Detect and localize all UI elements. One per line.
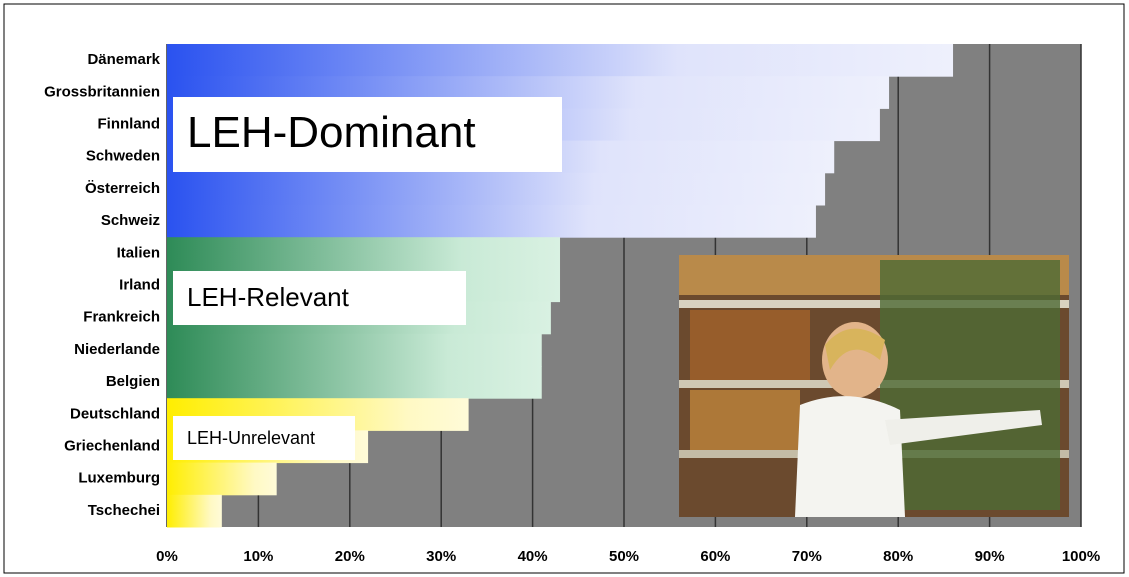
group-label-box [173,97,562,172]
y-tick-label: Belgien [106,373,160,390]
photo [679,255,1069,517]
x-tick-label: 0% [156,548,178,565]
x-tick-label: 10% [243,548,273,565]
y-tick-label: Tschechei [88,502,160,519]
bar [167,333,542,367]
y-tick-label: Schweden [86,148,160,165]
bar [167,237,561,270]
x-tick-label: 80% [883,548,913,565]
x-tick-label: 30% [426,548,456,565]
y-tick-label: Schweiz [101,212,160,229]
bar [167,172,826,206]
x-tick-label: 20% [335,548,365,565]
x-tick-label: 90% [975,548,1005,565]
bar [167,205,816,238]
x-tick-label: 70% [792,548,822,565]
y-tick-label: Finnland [98,115,161,132]
y-tick-label: Italien [117,244,160,261]
group-label-box [173,271,466,325]
y-tick-label: Österreich [85,180,160,197]
y-tick-label: Griechenland [64,437,160,454]
x-tick-label: 50% [609,548,639,565]
group-label: LEH-Unrelevant [187,428,315,448]
frame [3,3,1125,574]
x-tick-label: 60% [700,548,730,565]
bar [167,44,954,77]
group-label-box [173,416,355,460]
y-tick-label: Dänemark [87,51,160,68]
x-tick-label: 40% [518,548,548,565]
group-label: LEH-Relevant [187,282,350,312]
x-tick-label: 100% [1062,548,1100,565]
group-label: LEH-Dominant [187,108,476,157]
y-tick-label: Irland [119,276,160,293]
bar [167,494,222,528]
bar [167,366,542,399]
y-tick-label: Luxemburg [78,470,160,487]
bar [167,462,277,496]
y-tick-label: Niederlande [74,341,160,358]
y-tick-label: Grossbritannien [44,83,160,100]
y-tick-label: Frankreich [83,309,160,326]
y-tick-label: Deutschland [70,405,160,422]
